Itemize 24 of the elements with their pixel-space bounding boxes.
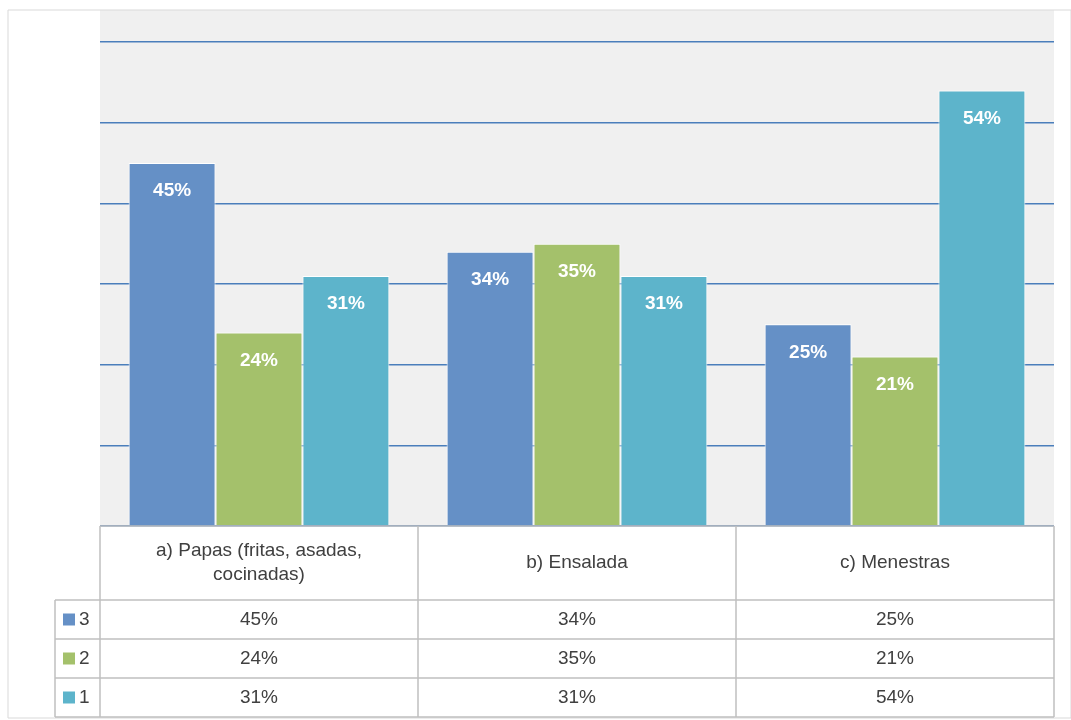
data-label: 31% — [239, 685, 279, 707]
text: 35% — [557, 259, 597, 281]
text: 45% — [153, 179, 192, 201]
x-tick-label: a) Papas (fritas, asadas, cocinadas) — [156, 539, 362, 585]
data-label: 31% — [557, 685, 597, 707]
data-label: 24% — [239, 646, 279, 668]
data-label: 25% — [875, 607, 915, 629]
text: 34% — [471, 267, 510, 289]
text: 31% — [326, 292, 365, 314]
data-label: 35% — [557, 646, 597, 668]
data-label: 54% — [875, 685, 915, 707]
text: 31% — [644, 292, 683, 314]
data-label: 34% — [557, 607, 597, 629]
legend-label: 1 — [79, 685, 90, 707]
data-label: 45% — [239, 607, 279, 629]
text: 54% — [962, 106, 1001, 128]
text: 25% — [789, 340, 828, 362]
x-tick-label: c) Menestras — [840, 551, 950, 573]
text: 24% — [239, 348, 279, 370]
legend-label: 2 — [79, 646, 90, 668]
text: 21% — [875, 372, 915, 394]
x-tick-label: b) Ensalada — [526, 551, 629, 573]
data-label: 21% — [875, 646, 915, 668]
legend-label: 3 — [79, 607, 90, 629]
